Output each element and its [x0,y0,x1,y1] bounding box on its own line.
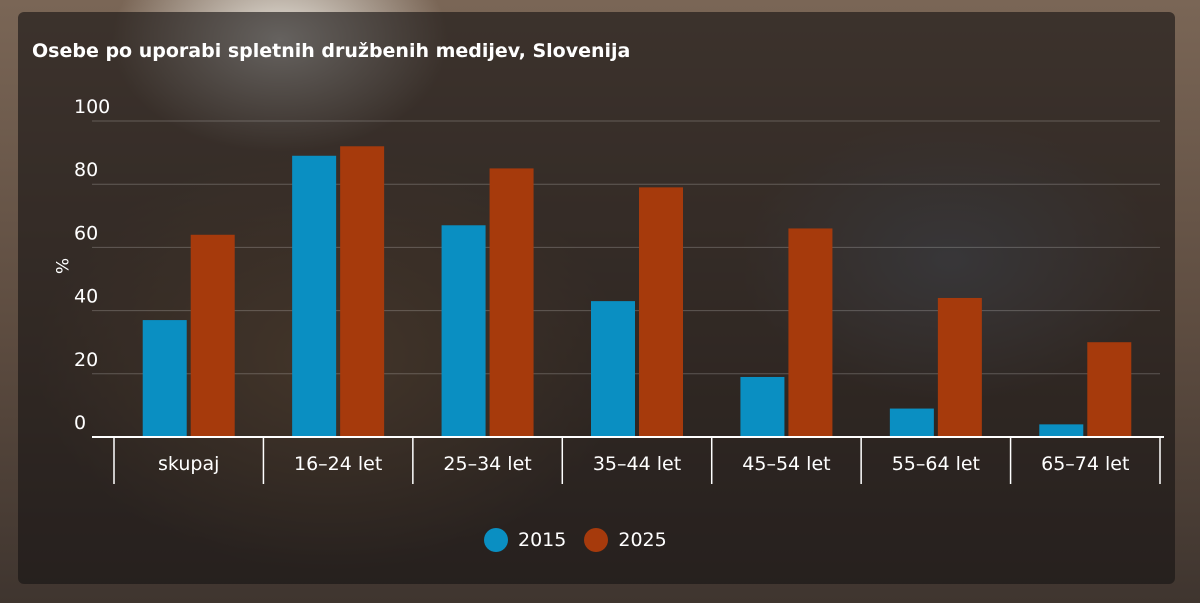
y-axis-label: % [51,258,71,274]
legend: 2015 2025 [484,528,667,552]
bar-2015-3[interactable] [591,301,635,437]
bar-2015-0[interactable] [142,320,187,437]
legend-item-2025[interactable]: 2025 [584,528,667,552]
x-tick-label: skupaj [158,453,219,475]
y-tick-label: 60 [74,222,98,244]
legend-label-2015: 2015 [518,529,567,551]
y-tick-label: 80 [74,159,98,181]
x-tick-label: 25–34 let [443,453,531,475]
y-tick-label: 40 [74,286,98,308]
legend-item-2015[interactable]: 2015 [484,528,566,552]
bar-2025-3[interactable] [639,187,683,437]
x-tick-label: 45–54 let [742,453,830,475]
bar-2015-4[interactable] [740,376,785,437]
bar-2015-6[interactable] [1039,424,1084,437]
legend-label-2025: 2025 [618,529,667,551]
bar-2025-0[interactable] [190,234,235,437]
bar-2025-2[interactable] [489,168,534,437]
y-tick-label: 0 [74,412,86,434]
x-tick-label: 35–44 let [593,453,681,475]
y-tick-label: 100 [74,96,110,118]
bar-2025-1[interactable] [340,146,385,437]
x-tick-label: 16–24 let [294,453,382,475]
chart-title: Osebe po uporabi spletnih družbenih medi… [32,40,631,62]
x-tick-label: 55–64 let [892,453,980,475]
bar-2015-2[interactable] [441,225,486,437]
legend-swatch-2015 [484,528,508,552]
y-tick-label: 20 [74,349,98,371]
bar-2025-4[interactable] [788,228,833,437]
bar-2015-5[interactable] [889,408,934,437]
legend-swatch-2025 [584,528,609,552]
bar-2015-1[interactable] [292,155,337,437]
x-tick-label: 65–74 let [1041,453,1129,475]
bar-2025-6[interactable] [1087,342,1132,437]
bar-2025-5[interactable] [937,297,982,437]
